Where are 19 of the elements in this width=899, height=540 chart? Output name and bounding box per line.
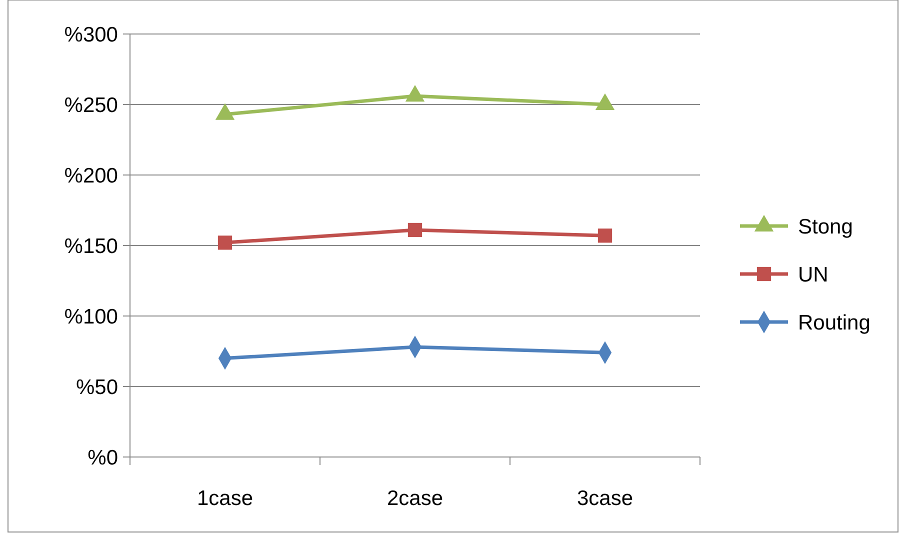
y-tick-label: %300 [64,23,118,46]
legend-label: UN [798,263,828,286]
x-tick-label: 2case [386,487,444,510]
y-tick-label: %200 [64,164,118,188]
point [595,93,615,110]
y-tick-label: %100 [64,305,118,328]
point [405,84,425,102]
legend-label: Stong [798,215,853,238]
y-tick-label: %250 [64,94,118,117]
point [215,103,235,120]
x-tick-label: 3case [576,487,634,510]
x-tick-label: 1case [196,487,254,510]
point [408,222,422,238]
legend-label: Routing [798,311,870,334]
y-tick-label: %0 [88,446,118,470]
y-tick-label: %150 [64,234,118,258]
point [218,236,232,250]
y-tick-label: %50 [76,376,118,399]
point [598,228,612,243]
